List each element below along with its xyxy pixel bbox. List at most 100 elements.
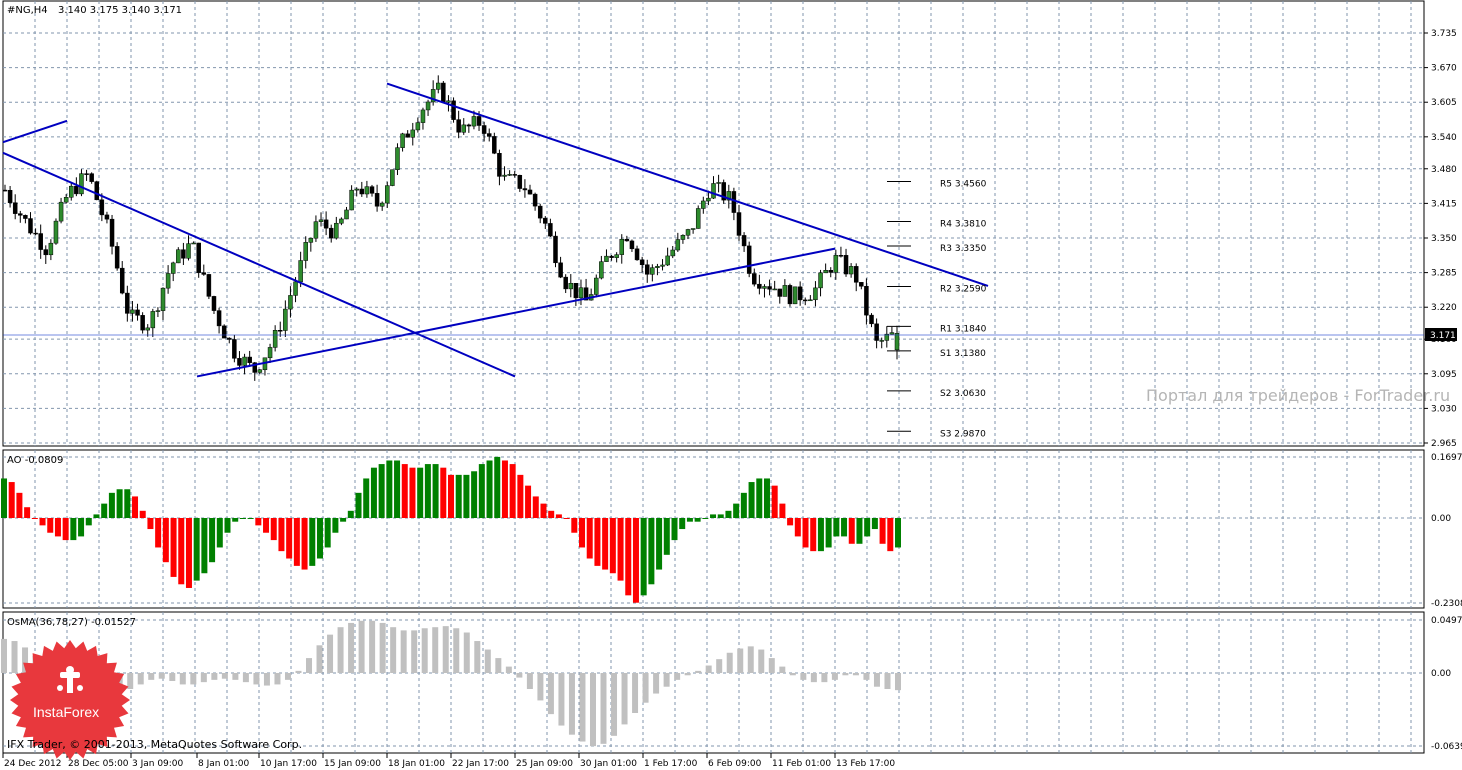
candle-body (2, 189, 8, 192)
candle-body (7, 190, 13, 203)
candle-body (119, 267, 125, 294)
candle-body (777, 288, 783, 297)
ao-bar (363, 478, 370, 518)
osma-bar (348, 622, 355, 673)
pivot-label-s2: S2 3.0630 (940, 389, 986, 399)
ao-bar (309, 518, 316, 566)
ao-bar (471, 471, 478, 518)
osma-bar (842, 673, 849, 676)
osma-bar (263, 673, 270, 686)
price-tick-label: 3.735 (1431, 29, 1457, 39)
candle-body (787, 285, 793, 305)
candle-body (639, 259, 645, 265)
osma-bar (537, 673, 544, 701)
trend-lines[interactable] (2, 82, 989, 378)
candle-body (323, 219, 329, 229)
candle-body (277, 330, 283, 332)
time-tick-label: 3 Jan 09:00 (132, 759, 184, 769)
candle-body (884, 333, 890, 341)
osma-bar (484, 649, 491, 673)
time-tick-label: 8 Jan 01:00 (198, 759, 250, 769)
ao-bar (717, 514, 724, 518)
candle-body (879, 340, 884, 342)
descending-channel-lower[interactable] (2, 151, 516, 378)
time-tick-label: 30 Jan 01:00 (580, 759, 637, 769)
ao-bar (509, 464, 516, 518)
candle-body (558, 262, 563, 278)
ascending-support[interactable] (196, 247, 836, 378)
ao-bar (740, 492, 747, 518)
osma-panel[interactable] (2, 611, 1425, 754)
candle-body (374, 193, 380, 207)
ao-panel[interactable] (2, 449, 1425, 609)
candle-body (196, 242, 201, 273)
osma-bar (1, 638, 7, 673)
osma-bar (463, 632, 470, 673)
descending-resistance[interactable] (386, 82, 989, 287)
osma-bar (432, 627, 439, 673)
osma-tick-label: 0.04975 (1431, 616, 1462, 626)
price-tick-label: 3.540 (1431, 133, 1457, 143)
candle-body (757, 283, 762, 289)
price-tick-label: 3.605 (1431, 98, 1457, 108)
candle-body (349, 189, 354, 211)
candle-body (843, 255, 849, 275)
osma-bar (611, 673, 618, 736)
osma-bar (863, 673, 870, 680)
osma-bar (852, 673, 859, 676)
candle-body (170, 262, 176, 274)
ao-bar (239, 518, 246, 519)
ao-bar (116, 489, 123, 518)
osma-bar (884, 673, 891, 689)
ao-bar (617, 518, 624, 581)
candle-body (272, 330, 278, 348)
candle-body (741, 235, 747, 247)
ao-bar (70, 518, 77, 541)
osma-bar (810, 673, 817, 683)
ao-bar (671, 518, 678, 541)
candle-body (532, 193, 538, 207)
ao-bar (162, 518, 169, 563)
candle-body (695, 208, 701, 229)
osma-bar (211, 673, 218, 680)
ao-bar (625, 518, 632, 596)
candle-body (629, 240, 635, 250)
candle-body (94, 181, 99, 201)
candle-body (711, 183, 716, 199)
osma-bar (295, 670, 302, 673)
candle-body (232, 339, 237, 359)
osma-bar (789, 673, 796, 676)
candle-body (18, 213, 23, 216)
candle-body (160, 287, 166, 311)
osma-bar (148, 673, 155, 680)
ao-bar (640, 518, 647, 596)
candle-body (481, 125, 487, 134)
osma-bar (158, 673, 165, 679)
price-tick-label: 3.350 (1431, 234, 1457, 244)
ao-bar (455, 474, 462, 518)
ao-bar (31, 518, 38, 519)
logo-emblem-icon (57, 666, 83, 693)
ao-bar (525, 485, 532, 518)
ao-bar (224, 518, 231, 533)
ao-bar (895, 518, 901, 548)
time-tick-label: 18 Jan 01:00 (388, 759, 445, 769)
time-tick-label: 6 Feb 09:00 (708, 759, 762, 769)
ao-bar (16, 492, 23, 518)
pivot-label-r2: R2 3.2590 (940, 284, 987, 294)
ao-bar (771, 485, 778, 518)
candle-body (833, 255, 839, 273)
candle-body (553, 235, 558, 264)
descending-channel-upper[interactable] (2, 119, 68, 144)
candle-body (746, 245, 752, 274)
ao-bar (609, 518, 616, 574)
candle-body (201, 272, 207, 275)
candle-body (609, 255, 614, 258)
ao-bar (178, 518, 185, 585)
candle-body (859, 282, 864, 287)
candle-body (797, 286, 803, 301)
current-price-marker (1425, 328, 1457, 341)
ao-bar (370, 467, 377, 518)
osma-bar (316, 645, 323, 673)
